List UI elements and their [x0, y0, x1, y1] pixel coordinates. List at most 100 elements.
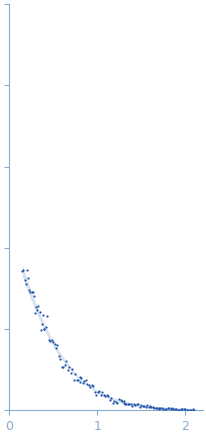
Point [155, 404, 158, 411]
Point [152, 404, 155, 411]
Point [39, 326, 42, 333]
Point [29, 288, 32, 295]
Point [158, 405, 161, 412]
Point [156, 406, 160, 413]
Point [115, 399, 119, 406]
Point [41, 312, 44, 319]
Point [77, 374, 81, 381]
Point [83, 376, 87, 383]
Point [183, 406, 186, 413]
Point [27, 286, 31, 293]
Point [132, 400, 135, 407]
Point [88, 383, 91, 390]
Point [175, 406, 179, 413]
Point [70, 366, 74, 373]
Point [140, 403, 144, 410]
Point [20, 268, 24, 275]
Point [75, 377, 78, 384]
Point [38, 308, 41, 315]
Point [42, 325, 46, 332]
Point [100, 389, 103, 396]
Point [149, 404, 152, 411]
Point [34, 303, 38, 310]
Point [146, 404, 149, 411]
Point [191, 406, 195, 413]
Point [54, 345, 57, 352]
Point [139, 402, 142, 409]
Point [148, 402, 151, 409]
Point [121, 399, 125, 406]
Point [106, 392, 109, 399]
Point [156, 405, 160, 412]
Point [123, 400, 126, 407]
Point [112, 397, 116, 404]
Point [126, 401, 129, 408]
Point [24, 281, 27, 288]
Point [165, 405, 169, 412]
Point [51, 339, 54, 346]
Point [81, 380, 84, 387]
Point [164, 405, 167, 412]
Point [45, 313, 49, 320]
Point [136, 400, 139, 407]
Point [137, 403, 141, 410]
Point [187, 406, 190, 413]
Point [30, 288, 33, 295]
Point [111, 399, 114, 406]
Point [53, 340, 56, 347]
Point [188, 406, 192, 413]
Point [133, 401, 136, 408]
Point [108, 396, 111, 403]
Point [63, 361, 66, 368]
Point [26, 274, 29, 281]
Point [44, 324, 47, 331]
Point [33, 309, 36, 316]
Point [142, 402, 145, 409]
Point [120, 398, 123, 405]
Point [72, 377, 75, 384]
Point [79, 375, 82, 382]
Point [32, 293, 35, 300]
Point [73, 371, 76, 378]
Point [172, 406, 176, 413]
Point [67, 363, 70, 370]
Point [59, 355, 62, 362]
Point [174, 405, 177, 412]
Point [56, 341, 59, 348]
Point [135, 401, 138, 408]
Point [87, 382, 90, 388]
Point [35, 306, 39, 313]
Point [114, 399, 117, 406]
Point [22, 267, 25, 274]
Point [190, 406, 193, 413]
Point [117, 396, 120, 403]
Point [97, 388, 100, 395]
Point [127, 400, 130, 407]
Point [47, 337, 50, 344]
Point [181, 406, 185, 413]
Point [143, 403, 146, 410]
Point [159, 405, 163, 412]
Point [85, 381, 88, 388]
Point [82, 378, 85, 385]
Point [64, 358, 68, 365]
Point [60, 364, 63, 371]
Point [66, 367, 69, 374]
Point [130, 402, 133, 409]
Point [118, 397, 122, 404]
Point [99, 392, 102, 399]
Point [91, 382, 94, 389]
Point [69, 369, 72, 376]
Point [177, 406, 180, 413]
Point [161, 406, 164, 413]
Point [124, 401, 128, 408]
Point [105, 392, 108, 399]
Point [96, 388, 99, 395]
Point [103, 392, 107, 399]
Point [168, 406, 171, 413]
Point [48, 337, 52, 344]
Point [167, 405, 170, 412]
Point [40, 320, 43, 327]
Point [170, 405, 173, 412]
Point [57, 353, 60, 360]
